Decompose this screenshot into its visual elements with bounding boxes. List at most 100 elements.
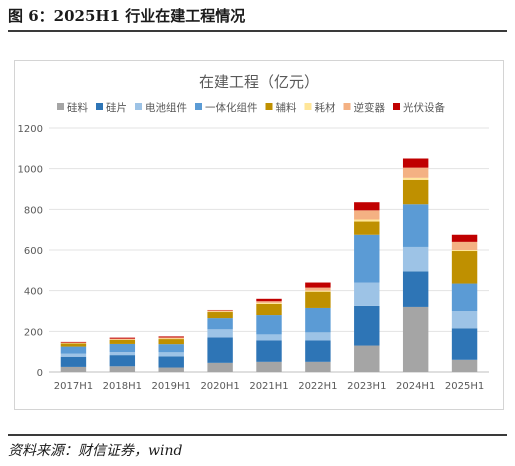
legend-swatch xyxy=(343,103,351,110)
chart-frame: 在建工程（亿元） 硅料 硅片 电池组件 一体化组件 辅料 耗材 逆变器 光伏设备 0 200 40… xyxy=(14,60,504,410)
bar-segment xyxy=(402,306,429,372)
figure-title: 图 6：2025H1 行业在建工程情况 xyxy=(8,7,246,25)
x-tick-label: 2021H1 xyxy=(249,381,288,392)
bar-segment xyxy=(158,352,184,357)
bar-segment xyxy=(158,339,184,345)
legend: 硅料 硅片 电池组件 一体化组件 辅料 耗材 逆变器 光伏设备 xyxy=(57,101,445,114)
bar-segment xyxy=(60,343,87,347)
bar-segment xyxy=(109,338,136,340)
bar-segment xyxy=(451,250,478,252)
bar-segment xyxy=(354,221,380,235)
bar-segment xyxy=(256,301,282,303)
y-tick-label: 200 xyxy=(24,327,43,338)
bar-segment xyxy=(305,287,331,291)
bar-segment xyxy=(305,307,331,333)
bar-segment xyxy=(256,340,282,362)
bar-segment xyxy=(256,298,282,302)
bar-segment xyxy=(60,356,87,367)
bar-segment xyxy=(158,336,184,338)
x-tick-label: 2018H1 xyxy=(103,381,142,392)
bar-segment xyxy=(109,337,136,339)
bar-segment xyxy=(158,338,184,340)
bar-segment xyxy=(158,337,184,339)
bar-segment xyxy=(207,310,233,312)
bar-segment xyxy=(109,343,136,353)
source-note: 资料来源：财信证券，wind xyxy=(8,443,183,459)
bar-segment xyxy=(354,202,380,211)
bar-segment xyxy=(60,366,87,372)
legend-label: 电池组件 xyxy=(145,101,187,114)
bar-segment xyxy=(256,361,282,372)
bar-segment xyxy=(451,251,478,284)
bar-segment xyxy=(60,342,87,344)
x-tick-label: 2017H1 xyxy=(54,381,93,392)
y-tick-label: 800 xyxy=(24,205,43,216)
bar-segment xyxy=(451,359,478,372)
bar-segment xyxy=(109,339,136,344)
gridlines xyxy=(49,127,489,373)
legend-swatch xyxy=(96,103,103,110)
bar-segment xyxy=(60,346,87,354)
bar-segment xyxy=(207,318,233,330)
bar-segment xyxy=(305,291,331,308)
bar-segment xyxy=(402,177,429,180)
legend-swatch xyxy=(195,103,202,110)
y-tick-label: 400 xyxy=(24,287,43,298)
y-tick-label: 1200 xyxy=(18,124,43,135)
bar-segment xyxy=(158,356,184,368)
x-tick-label: 2023H1 xyxy=(347,381,386,392)
bar-segment xyxy=(354,210,380,220)
legend-swatch xyxy=(135,103,142,110)
bar-segment xyxy=(451,328,478,360)
bar-segment xyxy=(402,204,429,247)
bar-segment xyxy=(305,282,331,288)
y-tick-label: 0 xyxy=(37,368,43,379)
bar-segment xyxy=(354,219,380,222)
top-rule xyxy=(8,30,507,32)
legend-swatch xyxy=(57,103,64,110)
x-tick-label: 2019H1 xyxy=(152,381,191,392)
legend-label: 逆变器 xyxy=(354,101,386,114)
bar-segment xyxy=(354,234,380,283)
bar-segment xyxy=(305,340,331,362)
bar-segment xyxy=(402,246,429,272)
legend-label: 光伏设备 xyxy=(403,101,445,114)
x-tick-label: 2022H1 xyxy=(298,381,337,392)
bar-segment xyxy=(109,366,136,372)
legend-label: 辅料 xyxy=(276,101,297,114)
x-tick-label: 2020H1 xyxy=(200,381,239,392)
bar-segment xyxy=(354,282,380,306)
legend-swatch xyxy=(304,103,312,110)
y-tick-label: 1000 xyxy=(18,165,43,176)
bar-segment xyxy=(158,344,184,353)
bar-segment xyxy=(256,303,282,316)
legend-swatch xyxy=(265,103,273,110)
bar-segment xyxy=(354,305,380,346)
bar-segment xyxy=(158,367,184,372)
bar-segment xyxy=(60,353,87,357)
bar-segment xyxy=(451,234,478,242)
bar-segment xyxy=(207,329,233,338)
legend-label: 硅片 xyxy=(106,101,127,114)
bar-segment xyxy=(207,337,233,363)
bar-segment xyxy=(256,315,282,335)
bar-segment xyxy=(109,355,136,367)
x-tick-label: 2024H1 xyxy=(396,381,435,392)
bar-segment xyxy=(402,158,429,168)
bar-segment xyxy=(305,332,331,341)
bar-segment xyxy=(451,241,478,250)
legend-label: 耗材 xyxy=(315,101,336,114)
legend-label: 硅料 xyxy=(67,101,88,114)
legend-swatch xyxy=(393,103,400,110)
bar-segment xyxy=(207,311,233,313)
bar-segment xyxy=(109,352,136,356)
bar-segment xyxy=(402,167,429,178)
y-tick-label: 600 xyxy=(24,246,43,257)
legend-label: 一体化组件 xyxy=(205,101,258,114)
bar-segment xyxy=(256,302,282,304)
chart-title: 在建工程（亿元） xyxy=(199,73,319,91)
bottom-rule xyxy=(8,434,507,436)
bar-segment xyxy=(354,345,380,372)
stacked-bar-chart: 在建工程（亿元） 硅料 硅片 电池组件 一体化组件 辅料 耗材 逆变器 光伏设备 0 200 40… xyxy=(18,73,489,392)
bar-segment xyxy=(207,362,233,372)
